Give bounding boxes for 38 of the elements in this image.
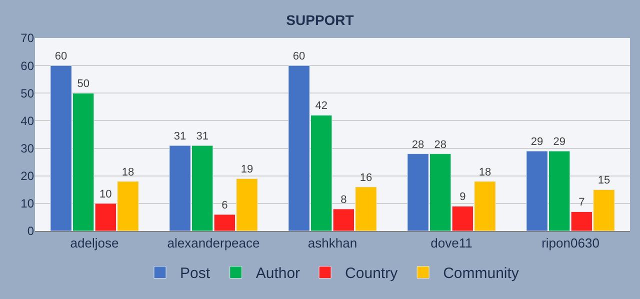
data-label: 18 [122, 166, 134, 178]
y-tick-label: 30 [20, 141, 34, 156]
y-tick-label: 60 [20, 58, 34, 73]
data-label: 16 [360, 172, 372, 184]
data-label: 29 [530, 136, 544, 148]
y-tick-label: 70 [20, 31, 34, 46]
data-label: 9 [460, 191, 466, 204]
data-label: 19 [240, 164, 254, 176]
data-label: 10 [100, 188, 112, 200]
data-label: 28 [412, 138, 424, 151]
y-tick-label: 0 [27, 224, 34, 238]
legend-label: Country [345, 265, 398, 282]
data-label: 18 [478, 166, 492, 178]
data-label: 60 [292, 50, 306, 63]
data-label: 50 [77, 78, 90, 90]
legend-label: Author [256, 265, 300, 282]
x-tick-label: dove11 [430, 236, 472, 251]
data-label: 7 [578, 196, 585, 209]
legend-label: Post [180, 265, 211, 282]
x-tick-label: alexanderpeace [167, 236, 260, 251]
data-label: 60 [54, 50, 68, 63]
data-label: 28 [434, 138, 446, 151]
data-label: 31 [196, 130, 208, 143]
y-tick-label: 20 [20, 169, 34, 184]
data-label: 6 [222, 199, 228, 212]
chart-title: SUPPORT [286, 12, 354, 28]
data-label: 42 [315, 100, 328, 112]
legend-label: Community [443, 265, 520, 282]
y-tick-label: 40 [20, 114, 34, 128]
y-tick-label: 50 [20, 86, 34, 100]
x-tick-label: adeljose [70, 236, 119, 251]
data-label: 31 [174, 130, 186, 143]
y-tick-label: 10 [20, 196, 34, 211]
data-label: 8 [340, 194, 347, 206]
data-label: 29 [553, 136, 566, 148]
data-label: 15 [598, 174, 610, 187]
x-tick-label: ripon0630 [542, 236, 600, 251]
x-tick-label: ashkhan [308, 236, 358, 251]
